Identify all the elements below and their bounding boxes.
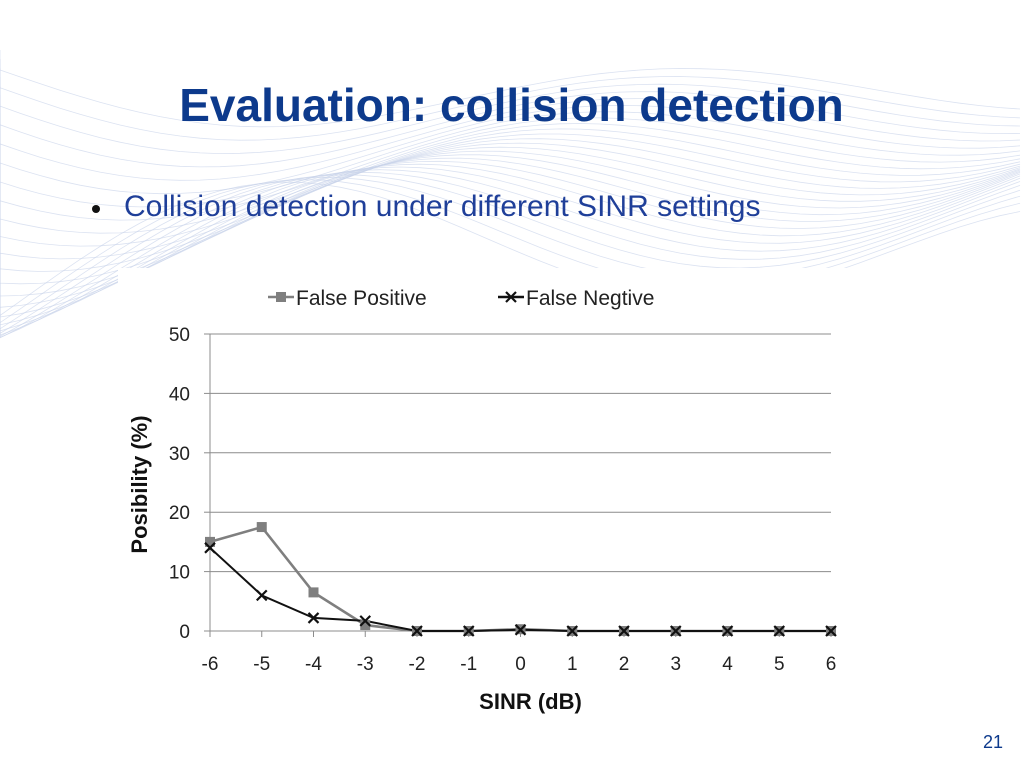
bullet-dot-icon (92, 205, 100, 213)
data-point-x (618, 625, 630, 637)
x-axis-title: SINR (dB) (479, 689, 582, 714)
x-tick-label: 1 (567, 654, 578, 675)
x-tick-label: -1 (460, 654, 477, 675)
background-wave-line (0, 142, 1021, 285)
legend-label: False Positive (296, 287, 427, 310)
x-tick-label: -6 (202, 654, 219, 675)
y-tick-label: 50 (169, 325, 190, 346)
y-tick-label: 30 (169, 444, 190, 465)
background-wave-line (0, 133, 1021, 260)
legend-label: False Negtive (526, 287, 654, 310)
bullet-item: Collision detection under different SINR… (92, 190, 760, 224)
x-tick-label: -5 (253, 654, 270, 675)
slide-title: Evaluation: collision detection (179, 79, 844, 131)
data-point-square (360, 620, 371, 631)
background-wave-line (0, 86, 1021, 181)
data-point-x (566, 625, 579, 637)
data-point-x (773, 625, 786, 637)
y-tick-label: 10 (169, 563, 190, 584)
data-point-x (359, 615, 372, 627)
x-tick-label: 4 (722, 654, 733, 675)
data-point-x (255, 589, 268, 602)
data-point-x (669, 625, 682, 637)
series-line-false-positive (209, 525, 831, 633)
background-wave-line (0, 181, 1021, 316)
data-point-square (256, 522, 267, 533)
data-point-x (721, 625, 734, 637)
background-wave-line (0, 146, 1021, 297)
background-wave-line (0, 179, 1021, 324)
chart-panel: 0 10 20 30 40 50 -6 -5 -4 -3 -2 -1 0 1 2 3 4 5 6 SINR (dB) P… (118, 268, 853, 723)
background-wave-line (0, 160, 1021, 332)
background-wave-line (0, 95, 1021, 195)
background-wave-line (0, 50, 1021, 128)
background-wave-line (0, 174, 1021, 334)
background-wave-line (0, 113, 1021, 221)
background-wave-line (0, 157, 1021, 326)
x-tick-label: 6 (826, 654, 837, 675)
background-wave-line (0, 128, 1021, 247)
y-tick-label: 20 (169, 503, 190, 524)
y-tick-label: 0 (179, 622, 190, 643)
data-point-x (204, 542, 216, 554)
data-point-square (308, 587, 319, 598)
background-wave-line (0, 68, 1021, 155)
page-number: 21 (982, 732, 1003, 752)
bullet-text: Collision detection under different SINR… (124, 190, 761, 223)
background-wave-line (0, 176, 1021, 330)
background-wave-line (0, 122, 1021, 234)
data-point-square (205, 536, 215, 547)
y-tick-label: 40 (169, 384, 190, 405)
x-tick-label: -2 (409, 654, 426, 675)
x-tick-label: -4 (305, 654, 322, 675)
background-wave-line (0, 169, 1021, 339)
background-wave-line (0, 104, 1021, 208)
x-tick-label: 3 (670, 654, 681, 675)
x-tick-label: 0 (515, 654, 526, 675)
background-wave-line (0, 163, 1021, 336)
x-tick-label: -3 (357, 654, 374, 675)
background-wave-line (0, 154, 1021, 318)
background-wave-line (0, 77, 1021, 168)
data-point-x (825, 625, 837, 637)
data-point-x (505, 291, 517, 303)
series-line-false-negative (209, 547, 831, 632)
data-point-x (307, 612, 320, 624)
background-wave-line (0, 59, 1021, 141)
data-point-square (276, 292, 286, 302)
data-point-x (462, 625, 475, 637)
x-tick-label: 2 (619, 654, 630, 675)
background-wave-line (0, 166, 1021, 338)
background-wave-line (0, 150, 1021, 308)
background-wave-line (0, 171, 1021, 337)
data-point-x (514, 624, 527, 636)
sinr-line-chart: 0 10 20 30 40 50 -6 -5 -4 -3 -2 -1 0 1 2 3 4 5 6 SINR (dB) P… (127, 287, 837, 714)
data-point-x (411, 625, 423, 637)
x-tick-label: 5 (774, 654, 785, 675)
y-axis-title: Posibility (%) (127, 415, 152, 553)
